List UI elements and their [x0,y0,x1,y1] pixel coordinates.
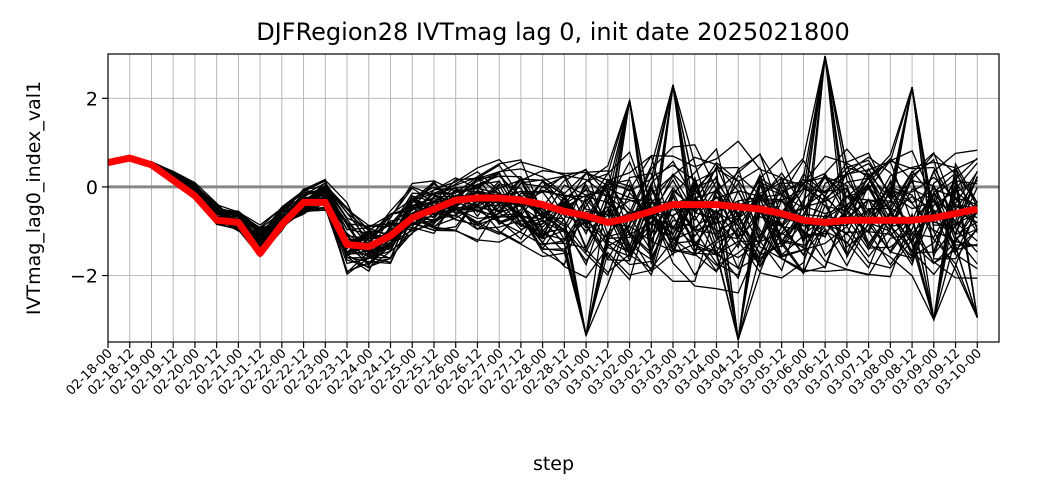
y-tick-label: 2 [86,88,98,110]
y-axis: −2 0 2 [70,88,108,288]
chart-title: DJFRegion28 IVTmag lag 0, init date 2025… [256,18,850,46]
y-axis-label: IVTmag_lag0_index_val1 [23,81,45,315]
y-tick-label: −2 [70,266,98,288]
plot-frame [107,53,1000,343]
x-axis-label: step [533,453,574,475]
ensemble-member-line [107,159,978,274]
y-tick-label: 0 [86,177,98,199]
mean-series-line [107,154,978,257]
ensemble-member-line [107,147,978,265]
ensemble-mean-series [107,154,978,257]
ensemble-member-line [107,158,978,340]
ensemble-member-line [107,56,978,318]
x-axis: 02-18-0002-18-1202-19-0002-19-1202-20-00… [63,342,985,399]
ensemble-member-line [107,151,978,248]
